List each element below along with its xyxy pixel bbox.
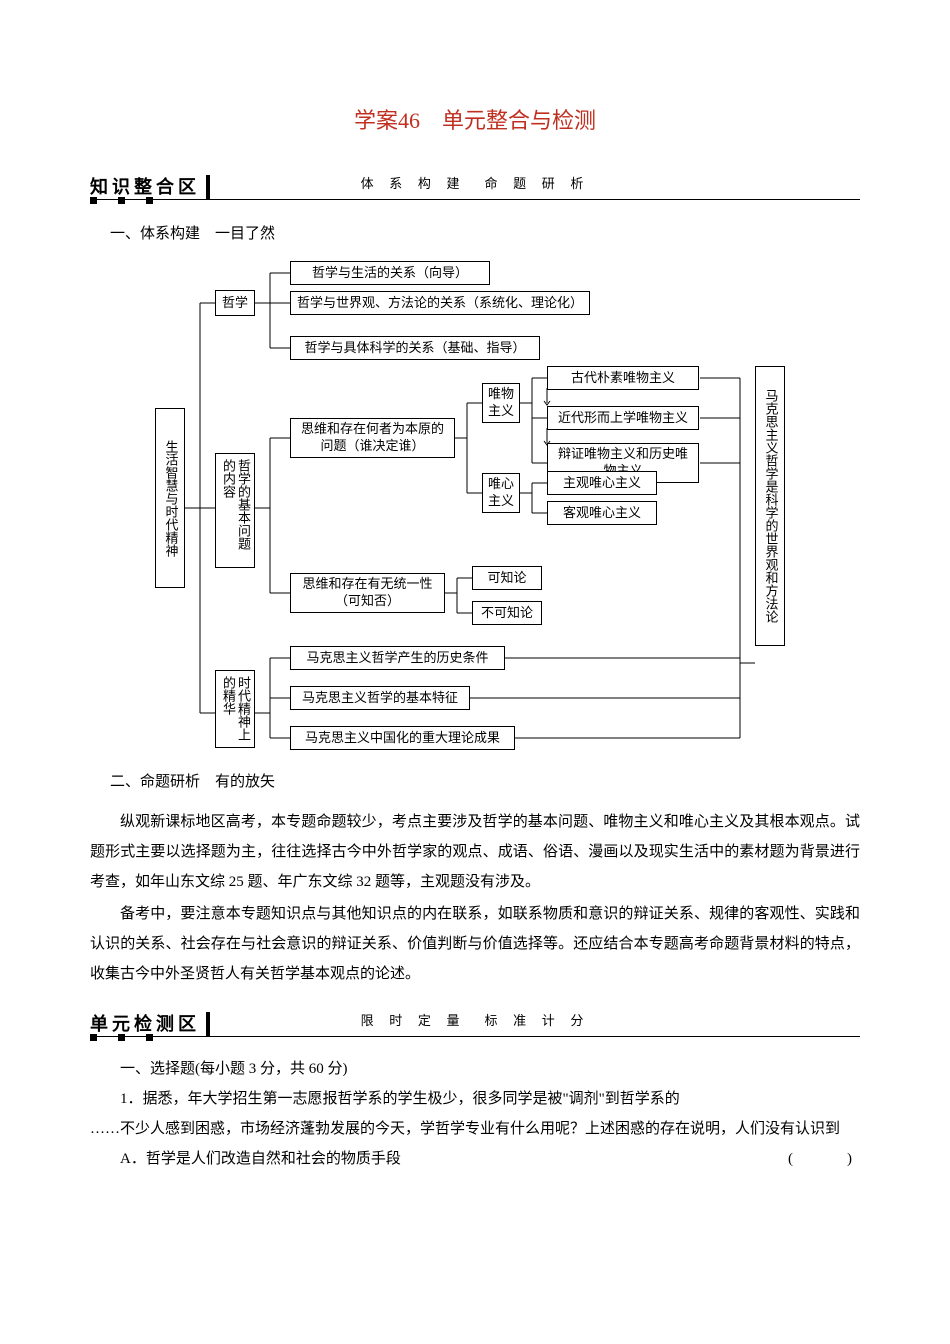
answer-blank: ( ) [788,1144,860,1174]
node-siwei1: 思维和存在何者为本原的问题（谁决定谁） [290,418,455,458]
node-r3: 哲学与具体科学的关系（基础、指导） [290,336,540,360]
q1-stem-2-line: ……不少人感到困惑，市场经济蓬勃发展的今天，学哲学专业有什么用呢？上述困惑的存在… [90,1114,860,1144]
node-root: 生活智慧与时代精神 [155,408,185,588]
node-mk3: 马克思主义中国化的重大理论成果 [290,726,515,750]
node-shidaijinghua: 时代精神上的精华 [215,670,255,748]
concept-diagram: 生活智慧与时代精神 哲学 哲学的基本问题的内容 时代精神上的精华 哲学与生活的关… [155,258,795,748]
node-m2: 近代形而上学唯物主义 [547,406,699,430]
node-right-summary: 马克思主义哲学是科学的世界观和方法论 [755,366,785,646]
mcq-heading: 一、选择题(每小题 3 分，共 60 分) [90,1054,860,1084]
node-m1: 古代朴素唯物主义 [547,366,699,390]
section-badge: 知识整合区 [90,175,210,199]
decor-dot-2 [146,1034,153,1041]
section-subtitle: 体 系 构 建 命 题 研 析 [361,172,590,197]
section-subtitle-2: 限 时 定 量 标 准 计 分 [361,1009,590,1034]
node-kezhi: 可知论 [472,566,542,590]
q1-stem-1: 1．据悉，年大学招生第一志愿报哲学系的学生极少，很多同学是被"调剂"到哲学系的 [90,1084,860,1114]
node-x2: 客观唯心主义 [547,501,657,525]
node-mk2: 马克思主义哲学的基本特征 [290,686,470,710]
node-bukezhi: 不可知论 [472,601,542,625]
subheading-2: 二、命题研析 有的放矢 [110,768,860,797]
node-weiwu: 唯物主义 [482,383,520,423]
decor-dot [146,197,153,204]
node-x1: 主观唯心主义 [547,471,657,495]
section-badge-2: 单元检测区 [90,1012,210,1036]
q1-stem-2: ……不少人感到困惑，市场经济蓬勃发展的今天，学哲学专业有什么用呢？上述困惑的存在… [90,1121,840,1137]
node-r2: 哲学与世界观、方法论的关系（系统化、理论化） [290,291,590,315]
section-header-test: 单元检测区 限 时 定 量 标 准 计 分 [90,1009,860,1037]
node-mk1: 马克思主义哲学产生的历史条件 [290,646,505,670]
subheading-1: 一、体系构建 一目了然 [110,220,860,249]
title-number: 46 [398,108,420,133]
q1-option-a: A．哲学是人们改造自然和社会的物质手段 [90,1144,860,1174]
title-prefix: 学案 [354,108,398,133]
section-header-knowledge: 知识整合区 体 系 构 建 命 题 研 析 [90,172,860,200]
page-title: 学案46 单元整合与检测 [90,100,860,142]
paragraph-2: 备考中，要注意本专题知识点与其他知识点的内在联系，如联系物质和意识的辩证关系、规… [90,899,860,989]
node-weixin: 唯心主义 [482,473,520,513]
node-zhexue: 哲学 [215,290,255,316]
paragraph-1: 纵观新课标地区高考，本专题命题较少，考点主要涉及哲学的基本问题、唯物主义和唯心主… [90,807,860,897]
title-suffix: 单元整合与检测 [420,108,596,133]
node-jibenwenti: 哲学的基本问题的内容 [215,453,255,568]
node-siwei2: 思维和存在有无统一性（可知否） [290,573,445,613]
node-r1: 哲学与生活的关系（向导） [290,261,490,285]
